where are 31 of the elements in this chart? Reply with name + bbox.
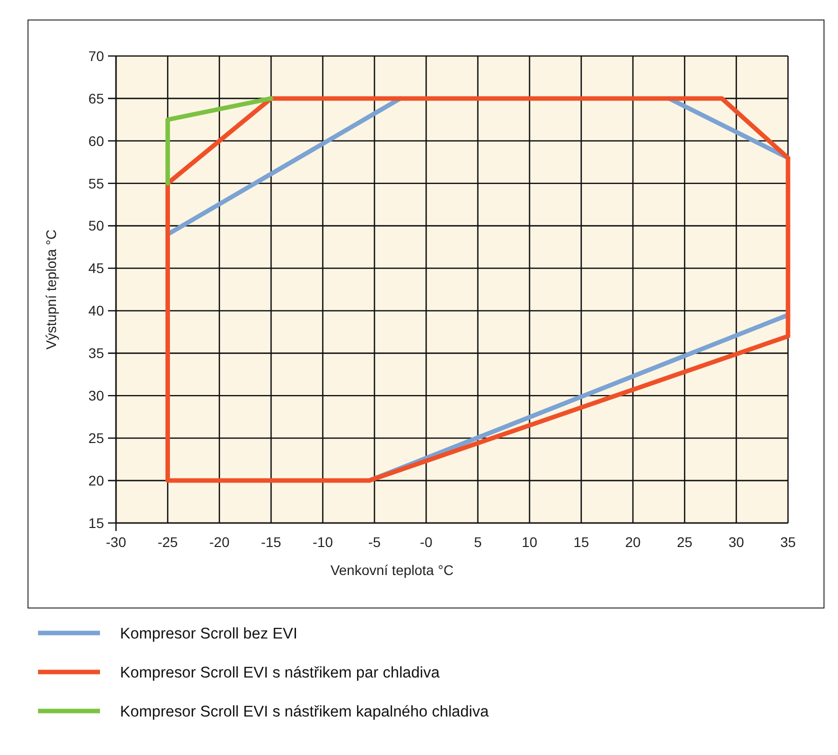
x-tick-label: -30 <box>106 534 126 550</box>
y-tick-label: 30 <box>88 388 104 404</box>
y-tick-label: 35 <box>88 345 104 362</box>
y-tick-label: 65 <box>88 90 104 106</box>
y-tick-label: 60 <box>88 132 104 149</box>
x-tick-label: -20 <box>209 534 230 550</box>
y-tick-label: 25 <box>88 430 104 446</box>
x-tick-label: -0 <box>420 534 433 550</box>
legend-label: Kompresor Scroll EVI s nástřikem kapalného chladiva <box>120 703 490 720</box>
y-tick-label: 70 <box>88 48 104 64</box>
y-tick-label: 40 <box>88 302 104 319</box>
x-tick-label: 20 <box>625 534 641 550</box>
legend-label: Kompresor Scroll EVI s nástřikem par chladiva <box>120 664 440 682</box>
y-tick-label: 50 <box>88 218 104 234</box>
y-tick-label: 15 <box>88 514 104 531</box>
y-axis-title: Výstupní teplota °C <box>43 230 59 350</box>
x-tick-label: -15 <box>260 534 282 550</box>
x-tick-label: 35 <box>780 534 796 550</box>
y-tick-label: 45 <box>88 260 104 276</box>
x-tick-label: 30 <box>728 534 744 550</box>
x-tick-label: 10 <box>522 534 538 550</box>
x-axis-title: Venkovní teplota °C <box>330 562 454 578</box>
x-tick-label: 5 <box>474 534 482 550</box>
x-tick-label: -10 <box>312 534 334 550</box>
x-tick-label: 25 <box>676 534 693 550</box>
x-tick-label: -25 <box>158 534 178 550</box>
y-tick-label: 55 <box>88 175 104 192</box>
x-tick-label: 15 <box>573 534 590 550</box>
x-tick-label: -5 <box>368 534 381 550</box>
legend-label: Kompresor Scroll bez EVI <box>120 625 298 642</box>
y-tick-label: 20 <box>88 472 104 488</box>
